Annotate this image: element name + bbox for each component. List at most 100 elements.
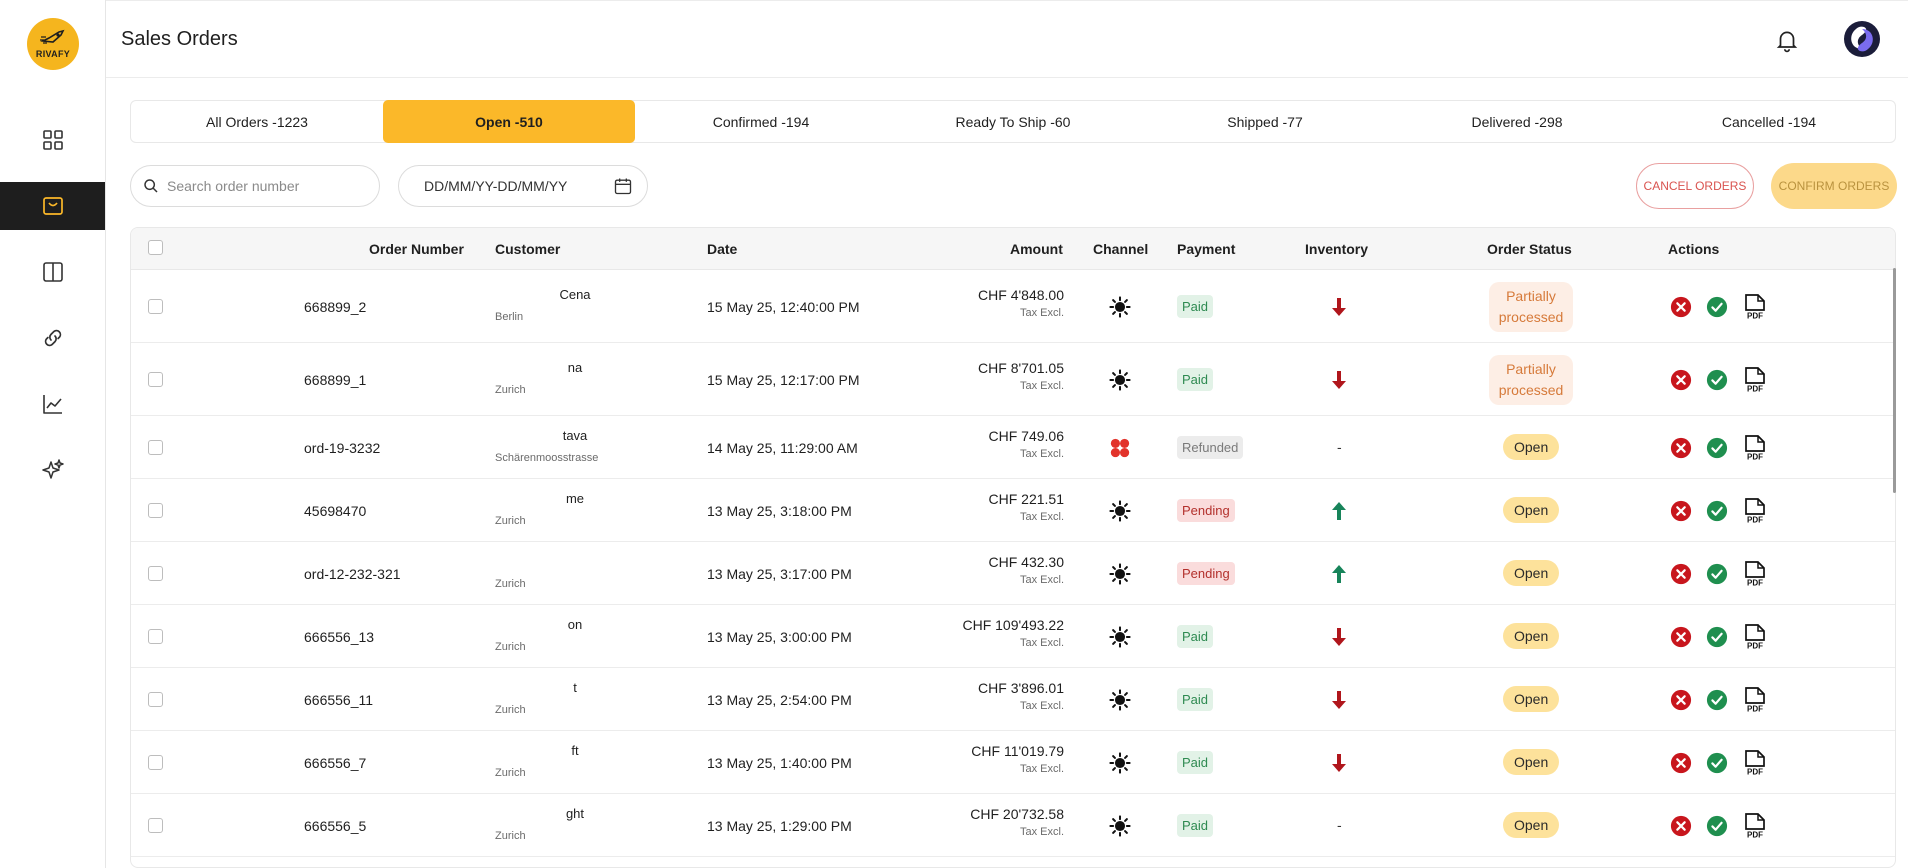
search-input[interactable] [167, 178, 367, 194]
pdf-icon[interactable]: PDF [1743, 623, 1767, 655]
table-scrollbar[interactable] [1893, 268, 1896, 493]
cancel-order-icon[interactable] [1670, 500, 1692, 527]
tab-delivered[interactable]: Delivered -298 [1471, 113, 1563, 130]
tab-confirmed[interactable]: Confirmed -194 [712, 113, 810, 130]
order-number[interactable]: 666556_13 [304, 628, 375, 645]
confirm-order-icon[interactable] [1706, 500, 1728, 527]
order-number[interactable]: 668899_2 [304, 298, 367, 315]
pdf-icon[interactable]: PDF [1743, 497, 1767, 529]
table-row[interactable]: 666556_11 t Zurich 13 May 25, 2:54:00 PM CH… [131, 668, 1895, 731]
order-number[interactable]: 666556_11 [304, 691, 374, 708]
table-row[interactable]: 45698470 me Zurich 13 May 25, 3:18:00 PM CH… [131, 479, 1895, 542]
row-checkbox[interactable] [148, 628, 163, 644]
order-number[interactable]: 668899_1 [304, 371, 367, 388]
sidebar-item-analytics[interactable] [0, 380, 105, 428]
customer-city: Berlin [495, 310, 524, 323]
order-amount: CHF 4'848.00 Tax Excl. [864, 287, 1064, 319]
order-amount: CHF 432.30 Tax Excl. [864, 554, 1064, 586]
cancel-order-icon[interactable] [1670, 626, 1692, 653]
date-range-placeholder: DD/MM/YY-DD/MM/YY [424, 178, 568, 194]
table-row[interactable]: 668899_2 Cena Berlin 15 May 25, 12:40:00 PM… [131, 270, 1895, 343]
inventory-arrow-down-icon [1331, 297, 1347, 322]
table-row[interactable]: 666556_5 ght Zurich 13 May 25, 1:29:00 PM C… [131, 794, 1895, 857]
customer-city: Zurich [495, 829, 526, 842]
row-checkbox[interactable] [148, 371, 163, 387]
amount-tax-note: Tax Excl. [1019, 379, 1064, 392]
pdf-icon[interactable]: PDF [1743, 749, 1767, 781]
tab-open[interactable]: Open -510 [383, 100, 635, 143]
header-actions: Actions [1668, 241, 1720, 257]
order-number[interactable]: ord-12-232-321 [304, 565, 401, 582]
cancel-order-icon[interactable] [1670, 369, 1692, 396]
select-all-checkbox[interactable] [148, 240, 163, 255]
order-number[interactable]: ord-19-3232 [304, 439, 381, 456]
cancel-order-icon[interactable] [1670, 689, 1692, 716]
confirm-order-icon[interactable] [1706, 563, 1728, 590]
pdf-icon[interactable]: PDF [1743, 560, 1767, 592]
date-range-field[interactable]: DD/MM/YY-DD/MM/YY [398, 165, 648, 207]
row-checkbox[interactable] [148, 565, 163, 581]
confirm-order-icon[interactable] [1706, 437, 1728, 464]
cancel-order-icon[interactable] [1670, 437, 1692, 464]
order-number[interactable]: 666556_7 [304, 754, 367, 771]
table-row[interactable]: 668899_1 na Zurich 15 May 25, 12:17:00 PM C… [131, 343, 1895, 416]
calendar-icon[interactable] [613, 176, 633, 196]
cancel-order-icon[interactable] [1670, 563, 1692, 590]
customer-city: Schärenmoosstrasse [495, 451, 599, 464]
sidebar-item-ai[interactable] [0, 446, 105, 494]
avatar[interactable] [1844, 21, 1880, 57]
order-number[interactable]: 45698470 [304, 502, 367, 519]
row-checkbox[interactable] [148, 754, 163, 770]
cancel-order-icon[interactable] [1670, 296, 1692, 323]
confirm-order-icon[interactable] [1706, 626, 1728, 653]
pdf-icon[interactable]: PDF [1743, 812, 1767, 844]
customer-name: ght [565, 805, 585, 821]
logo[interactable]: RIVAFY [27, 18, 79, 70]
tab-cancelled[interactable]: Cancelled -194 [1721, 113, 1817, 130]
payment-badge: Pending [1177, 561, 1235, 585]
bell-icon[interactable] [1774, 27, 1800, 53]
confirm-order-icon[interactable] [1706, 752, 1728, 779]
pdf-icon[interactable]: PDF [1743, 686, 1767, 718]
tab-all-orders[interactable]: All Orders -1223 [206, 113, 308, 130]
header-amount[interactable]: Amount [1010, 241, 1063, 257]
customer-city: Zurich [495, 703, 526, 716]
cancel-orders-button[interactable]: CANCEL ORDERS [1636, 163, 1754, 209]
row-checkbox[interactable] [148, 439, 163, 455]
confirm-order-icon[interactable] [1706, 369, 1728, 396]
header-customer[interactable]: Customer [495, 241, 561, 257]
sidebar-item-orders[interactable] [0, 182, 105, 230]
confirm-order-icon[interactable] [1706, 689, 1728, 716]
pdf-icon[interactable]: PDF [1743, 366, 1767, 398]
header-date[interactable]: Date [707, 241, 738, 257]
row-checkbox[interactable] [148, 817, 163, 833]
sidebar-item-panels[interactable] [0, 248, 105, 296]
search-box [130, 165, 380, 207]
pdf-icon[interactable]: PDF [1743, 434, 1767, 466]
sidebar-item-dashboard[interactable] [0, 116, 105, 164]
cancel-order-icon[interactable] [1670, 815, 1692, 842]
svg-text:PDF: PDF [1747, 578, 1763, 587]
table-row[interactable]: 666556_13 on Zurich 13 May 25, 3:00:00 PM C… [131, 605, 1895, 668]
amount-value: CHF 432.30 [988, 553, 1064, 570]
table-row[interactable]: 666556_7 ft Zurich 13 May 25, 1:40:00 PM CH… [131, 731, 1895, 794]
header-inventory: Inventory [1305, 241, 1369, 257]
table-row[interactable]: ord-19-3232 tava Schärenmoosstrasse 14 May … [131, 416, 1895, 479]
order-number[interactable]: 666556_5 [304, 817, 367, 834]
row-checkbox[interactable] [148, 502, 163, 518]
header-order-number[interactable]: Order Number [369, 241, 464, 257]
confirm-order-icon[interactable] [1706, 296, 1728, 323]
tab-ready-to-ship[interactable]: Ready To Ship -60 [955, 113, 1071, 130]
cancel-order-icon[interactable] [1670, 752, 1692, 779]
row-checkbox[interactable] [148, 691, 163, 707]
table-row[interactable]: ord-12-232-321 Zurich 13 May 25, 3:17:00 P… [131, 542, 1895, 605]
pdf-icon[interactable]: PDF [1743, 293, 1767, 325]
inventory-arrow-down-icon [1331, 753, 1347, 778]
sidebar-item-links[interactable] [0, 314, 105, 362]
amount-tax-note: Tax Excl. [1019, 510, 1064, 523]
tab-shipped[interactable]: Shipped -77 [1227, 113, 1303, 130]
row-checkbox[interactable] [148, 298, 163, 314]
svg-text:PDF: PDF [1747, 384, 1763, 393]
confirm-order-icon[interactable] [1706, 815, 1728, 842]
confirm-orders-button[interactable]: CONFIRM ORDERS [1771, 163, 1897, 209]
